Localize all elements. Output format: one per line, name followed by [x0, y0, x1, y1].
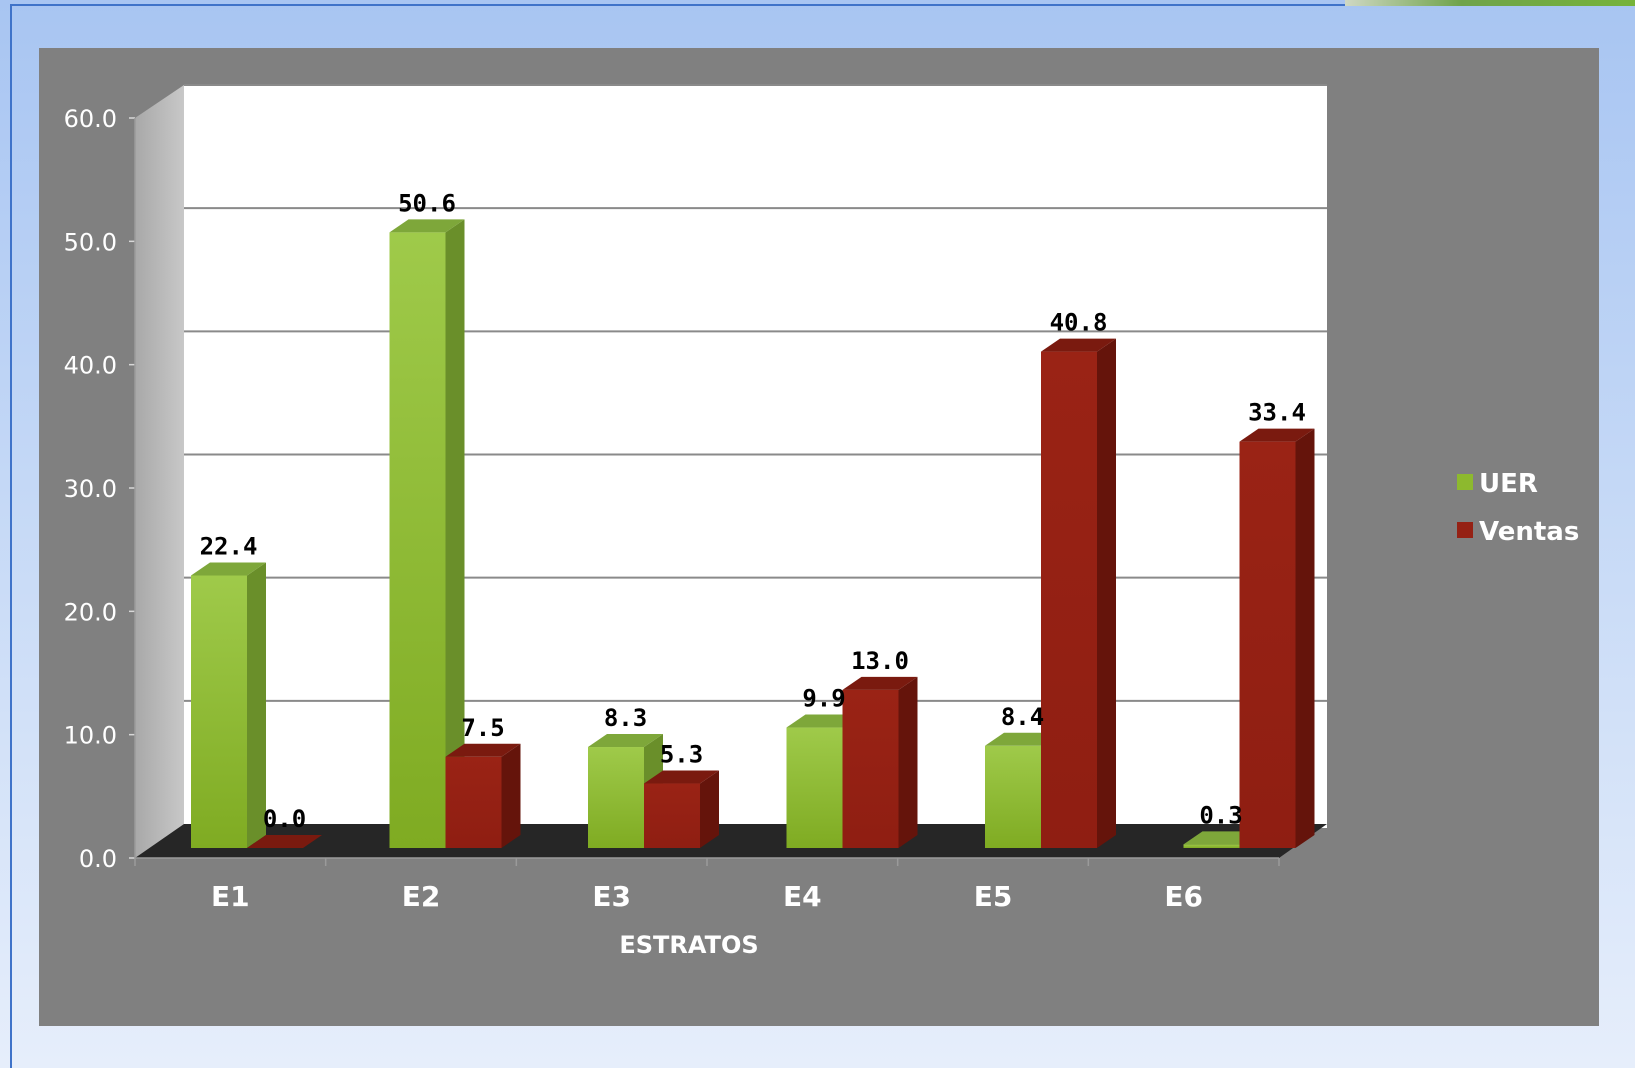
bar-top	[644, 770, 719, 784]
y-tick-label: 30.0	[64, 475, 117, 503]
bar-top	[842, 676, 918, 690]
bar-top	[445, 743, 521, 757]
x-tick-label: E1	[211, 880, 250, 913]
bar-front	[588, 747, 644, 848]
x-tick-label: E6	[1164, 880, 1203, 913]
data-label: 0.3	[1199, 801, 1242, 829]
bar-ventas-e3	[644, 770, 719, 848]
bar-top	[247, 835, 322, 848]
side-wall	[135, 85, 184, 858]
y-tick-label: 20.0	[64, 598, 117, 626]
bar-side	[898, 676, 918, 848]
bar-front	[1183, 844, 1240, 848]
bar-side	[501, 743, 521, 848]
x-tick-label: E4	[783, 880, 822, 913]
data-labels: 22.4 0.0 50.6 7.5 8.3 5.3 9.913.0 8.4 40.8 0.3 33.…	[200, 189, 1306, 833]
chart-floor	[135, 824, 1327, 858]
data-label: 8.3	[604, 704, 647, 732]
x-axis-title: ESTRATOS	[619, 931, 758, 959]
bar-front	[1239, 441, 1296, 848]
data-label: 33.4	[1248, 399, 1306, 427]
bar-uer-e2	[389, 219, 465, 848]
x-tick-label: E5	[974, 880, 1013, 913]
bar-side	[700, 770, 719, 848]
slide-frame	[10, 4, 1635, 1068]
data-label: 22.4	[200, 532, 258, 560]
y-tick-label: 10.0	[64, 722, 117, 750]
bar-side	[1097, 338, 1116, 848]
bar-top	[191, 562, 266, 576]
bar-ventas-e6	[1239, 428, 1315, 848]
bar-front	[644, 783, 700, 848]
back-wall	[184, 85, 1327, 828]
bar-front	[842, 689, 899, 848]
data-label: 0.0	[263, 805, 306, 833]
bar-front	[985, 745, 1041, 848]
bar-top	[1041, 338, 1116, 352]
x-tick-label: E2	[402, 880, 441, 913]
bar-side	[445, 219, 465, 848]
bar-front	[1041, 351, 1097, 848]
bar-front	[191, 575, 247, 848]
bars	[191, 219, 1315, 848]
bar-top	[389, 219, 465, 233]
y-tick-label: 60.0	[64, 105, 117, 133]
bar-front	[389, 232, 446, 848]
chart-walls	[135, 85, 1327, 858]
legend-label-ventas: Ventas	[1479, 517, 1579, 547]
y-tick-label: 50.0	[64, 228, 117, 256]
y-tick-label: 0.0	[79, 845, 117, 873]
bar-front	[445, 756, 502, 848]
bar-ventas-e2	[445, 743, 521, 848]
data-label: 50.6	[398, 189, 456, 217]
y-axis: 0.0 10.0 20.0 30.0 40.0 50.0 60.0	[64, 105, 136, 873]
legend-swatch-uer	[1457, 474, 1473, 490]
legend: UER Ventas	[1457, 469, 1579, 547]
y-tick-label: 40.0	[64, 352, 117, 380]
data-label: 7.5	[461, 714, 504, 742]
bar-ventas-e1	[247, 835, 322, 848]
bar-ventas-e5	[1041, 338, 1116, 848]
legend-swatch-ventas	[1457, 522, 1473, 538]
data-label: 9.9	[802, 685, 845, 713]
bar-top	[1239, 428, 1315, 442]
bar-chart: 0.0 10.0 20.0 30.0 40.0 50.0 60.0 E1 E2 E3 E4 E5 E6…	[64, 84, 1579, 959]
slide-corner-accent	[1345, 0, 1635, 6]
bar-uer-e1	[191, 562, 266, 848]
x-axis: E1 E2 E3 E4 E5 E6	[134, 857, 1280, 913]
data-label: 8.4	[1001, 703, 1044, 731]
bar-side	[1295, 428, 1315, 848]
x-tick-label: E3	[592, 880, 631, 913]
gridlines	[184, 84, 1327, 702]
legend-label-uer: UER	[1479, 469, 1538, 499]
data-label: 40.8	[1050, 309, 1108, 337]
chart-panel: 0.0 10.0 20.0 30.0 40.0 50.0 60.0 E1 E2 E3 E4 E5 E6…	[39, 48, 1599, 1026]
bar-top	[588, 734, 663, 748]
data-label: 13.0	[851, 647, 909, 675]
data-label: 5.3	[660, 741, 703, 769]
bar-ventas-e4	[842, 676, 918, 848]
bar-front	[786, 727, 843, 848]
bar-side	[247, 562, 266, 848]
